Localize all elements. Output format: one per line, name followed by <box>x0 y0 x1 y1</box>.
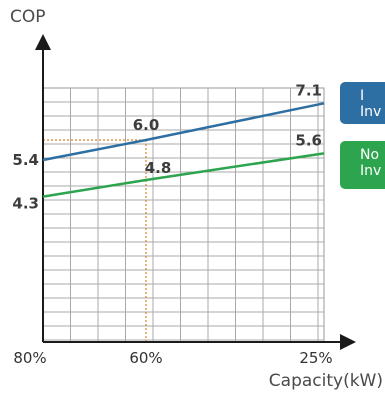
x-axis-title: Capacity(kW) <box>269 371 383 391</box>
legend-label: Inv <box>360 104 381 120</box>
y-axis-title: COP <box>10 7 46 27</box>
data-label: 4.3 <box>12 195 39 213</box>
data-label: 4.8 <box>145 159 172 177</box>
data-label: 6.0 <box>133 116 160 134</box>
reference-lines <box>43 139 147 342</box>
data-label: 5.6 <box>295 131 322 149</box>
x-tick-label: 60% <box>129 349 162 367</box>
series-line-1 <box>42 102 325 162</box>
x-tick-labels: 80% 60% 25% <box>13 349 332 367</box>
series-group <box>42 102 325 198</box>
legend-label: Inv <box>360 163 381 179</box>
legend-label: No <box>360 147 379 163</box>
data-label: 7.1 <box>295 81 322 99</box>
x-tick-label: 80% <box>13 349 46 367</box>
x-axis-arrow <box>340 334 356 350</box>
legend-swatch <box>340 82 385 124</box>
data-label: 5.4 <box>12 151 39 169</box>
legend-swatch <box>340 141 385 189</box>
x-tick-label: 25% <box>299 349 332 367</box>
grid <box>42 87 325 343</box>
y-axis-arrow <box>35 34 51 50</box>
series-line-2 <box>42 152 325 198</box>
data-labels: 5.4 6.0 7.1 4.3 4.8 5.6 <box>12 81 322 212</box>
legend-label: I <box>360 88 364 104</box>
plot-frame <box>42 87 325 343</box>
axes <box>35 34 356 350</box>
